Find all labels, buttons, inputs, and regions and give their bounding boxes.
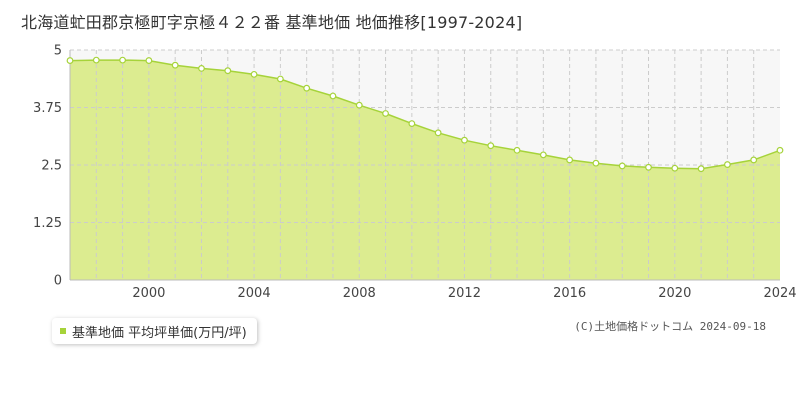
y-tick-label: 2.5 (41, 159, 62, 174)
area-fill (70, 60, 780, 280)
data-point (645, 163, 652, 171)
data-point (750, 156, 758, 164)
data-point (487, 142, 495, 150)
data-point (382, 110, 389, 117)
y-tick-label: 5 (54, 44, 62, 59)
series-line (69, 59, 781, 170)
x-tick-label: 2020 (658, 286, 691, 301)
legend-swatch (60, 328, 66, 334)
data-point (303, 84, 311, 92)
chart-title: 北海道虻田郡京極町字京極４２２番 基準地価 地価推移[1997-2024] (21, 13, 523, 32)
data-point (119, 56, 126, 64)
upper-band (70, 50, 780, 169)
legend[interactable]: 基準地価 平均坪単価(万円/坪) (52, 318, 257, 344)
data-point (513, 146, 521, 154)
x-tick-label: 2000 (132, 286, 165, 301)
data-point (92, 56, 100, 64)
data-point (276, 75, 284, 83)
data-point (434, 129, 442, 137)
data-point (697, 165, 705, 173)
data-point (776, 146, 784, 154)
data-point (724, 161, 731, 168)
x-tick-label: 2012 (448, 286, 481, 301)
x-tick-label: 2016 (553, 286, 586, 301)
data-point (618, 162, 626, 170)
data-point (250, 70, 258, 78)
data-point (198, 64, 205, 72)
data-point (355, 101, 363, 109)
x-tick-label: 2004 (238, 286, 271, 301)
data-point (171, 61, 179, 69)
y-tick-label: 3.75 (33, 101, 62, 116)
data-point (461, 136, 468, 144)
x-tick-label: 2024 (763, 286, 796, 301)
data-point (329, 92, 337, 100)
x-tick-label: 2008 (343, 286, 376, 301)
legend-label: 基準地価 平均坪単価(万円/坪) (72, 325, 247, 341)
data-point (592, 159, 600, 167)
data-point (66, 57, 74, 64)
copyright-credit: (C)土地価格ドットコム 2024-09-18 (574, 320, 766, 333)
data-point (224, 67, 232, 75)
y-tick-label: 1.25 (33, 216, 62, 231)
data-point (408, 120, 416, 127)
data-point (539, 151, 547, 159)
data-point (671, 164, 679, 172)
data-point (566, 156, 574, 164)
y-tick-label: 0 (54, 274, 62, 289)
data-point (145, 57, 153, 64)
